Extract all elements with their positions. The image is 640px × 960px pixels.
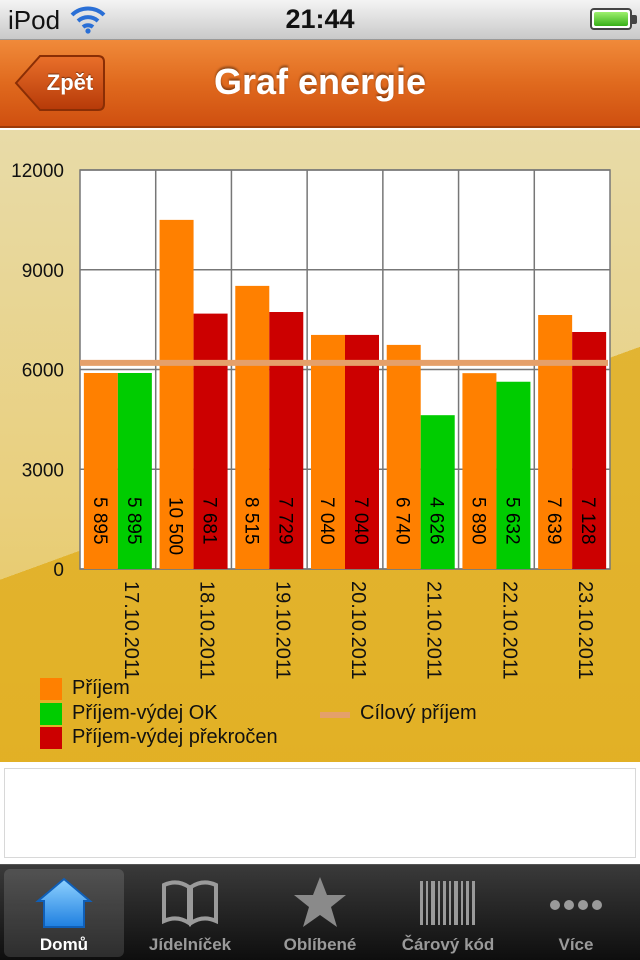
bar-value-label: 7 639 [543,497,564,545]
legend-label-income: Příjem [72,677,130,699]
y-tick-label: 0 [53,560,64,581]
x-tick-label: 22.10.2011 [498,581,520,680]
bar-value-label: 5 895 [89,497,110,545]
legend-line-target [320,712,350,718]
legend-label-ok: Příjem-výdej OK [72,702,218,724]
bar-ok [496,381,531,569]
bar-value-label: 8 515 [240,497,261,545]
back-button[interactable]: Zpět [14,54,106,112]
bar-exceeded [193,313,228,569]
y-tick-label: 6000 [22,361,64,382]
bar-value-label: 5 632 [501,497,522,545]
tab-more[interactable]: Více [516,869,636,957]
x-tick-label: 23.10.2011 [574,581,596,680]
bar-exceeded [269,312,304,569]
bar-value-label: 7 040 [316,497,337,545]
bar-value-label: 5 890 [467,497,488,545]
bar-value-label: 7 128 [577,497,598,545]
bar-ok [420,415,455,569]
bar-income [159,219,194,569]
tab-menu[interactable]: Jídelníček [130,869,250,957]
bar-value-label: 5 895 [123,497,144,545]
tab-favorites[interactable]: Oblíbené [260,869,380,957]
x-tick-label: 20.10.2011 [347,581,369,680]
book-icon [162,880,218,927]
legend-swatch-ok [40,703,62,725]
x-tick-label: 17.10.2011 [120,581,142,680]
legend-swatch-exceeded [40,727,62,749]
back-button-label: Zpět [46,70,94,95]
wifi-icon [70,6,106,34]
more-icon [550,900,602,910]
x-tick-label: 19.10.2011 [271,581,293,680]
tab-menu-label: Jídelníček [148,935,232,954]
bar-value-label: 4 626 [426,497,447,545]
bar-value-label: 7 681 [199,497,220,545]
status-time: 21:44 [285,4,355,34]
bar-ok [117,372,152,569]
bar-income [386,344,421,569]
tab-bar: Domů Jídelníček Oblíbené Čárový kód [0,864,640,960]
x-tick-label: 18.10.2011 [196,581,218,680]
tab-barcode[interactable]: Čárový kód [388,869,508,957]
bar-value-label: 7 040 [350,497,371,545]
bar-value-label: 6 740 [392,497,413,545]
carrier-name: iPod [8,5,61,35]
navigation-bar: Graf energie Zpět [0,40,640,128]
tab-home[interactable]: Domů [4,869,124,957]
tab-home-label: Domů [39,935,89,954]
legend-swatch-income [40,678,62,700]
tab-more-label: Více [558,935,594,954]
home-icon [35,877,93,928]
info-panel [4,768,636,858]
energy-bar-chart: 0 3000 6000 9000 12000 5 895 5 895 17.10.2011 10… [11,161,611,680]
bar-income [83,372,118,569]
y-tick-label: 9000 [22,261,64,282]
bar-income [538,315,573,569]
battery-icon [590,8,637,30]
barcode-icon [420,881,475,925]
status-bar: iPod 21:44 [0,0,640,40]
tab-barcode-label: Čárový kód [401,935,495,954]
bar-income [235,285,270,569]
page-title: Graf energie [213,61,427,102]
tab-favorites-label: Oblíbené [283,935,357,954]
y-tick-label: 12000 [11,161,64,182]
x-tick-label: 21.10.2011 [423,581,445,680]
energy-chart: 0 3000 6000 9000 12000 5 895 5 895 17.10.2011 10… [0,130,640,762]
bar-value-label: 7 729 [274,497,295,545]
star-icon [294,877,346,927]
bar-value-label: 10 500 [165,497,186,555]
back-arrow-icon [14,55,105,111]
bar-exceeded [572,331,607,569]
y-tick-label: 3000 [22,460,64,481]
bar-exceeded [345,334,379,569]
legend-label-target: Cílový příjem [360,702,477,724]
legend-label-exceeded: Příjem-výdej překročen [72,726,278,748]
bar-income [311,334,345,569]
bar-income [462,373,497,569]
